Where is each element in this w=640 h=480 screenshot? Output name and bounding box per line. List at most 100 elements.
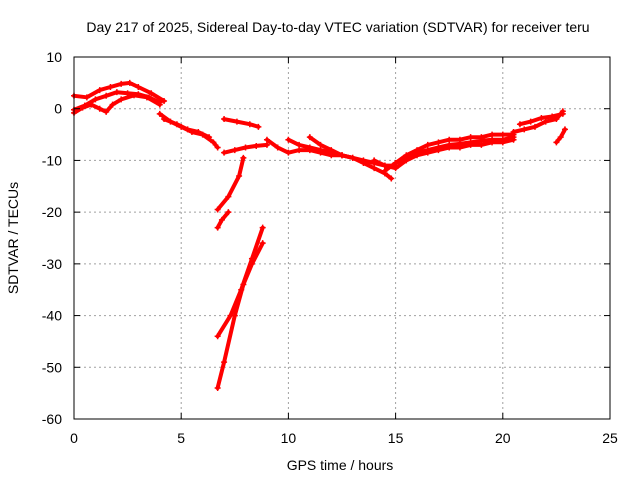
data-point — [542, 118, 549, 125]
data-point — [561, 126, 568, 133]
data-point — [195, 128, 202, 135]
data-point — [221, 116, 228, 123]
data-point — [557, 134, 564, 141]
x-tick-label: 25 — [602, 430, 618, 446]
data-point — [516, 121, 523, 128]
data-point — [328, 147, 335, 154]
data-point — [236, 172, 243, 179]
y-tick-label: -30 — [42, 256, 62, 272]
data-point — [113, 89, 120, 96]
data-point — [109, 101, 116, 108]
data-point — [478, 137, 485, 144]
series-track-1 — [71, 79, 168, 104]
data-point — [214, 384, 221, 391]
data-point — [259, 240, 266, 247]
x-tick-label: 5 — [177, 430, 185, 446]
series-track-7 — [221, 141, 270, 156]
data-point — [124, 90, 131, 97]
data-point — [118, 96, 125, 103]
data-point — [371, 165, 378, 172]
y-axis-label: SDTVAR / TECUs — [5, 182, 21, 294]
data-point — [225, 193, 232, 200]
series-track-15 — [516, 110, 566, 128]
data-point — [538, 115, 545, 122]
data-point — [553, 139, 560, 146]
series-track-16 — [553, 126, 568, 146]
series-line — [72, 93, 162, 115]
data-point — [392, 160, 399, 167]
data-point — [148, 90, 155, 97]
series-line — [215, 241, 265, 390]
data-point — [499, 131, 506, 138]
data-point — [221, 359, 228, 366]
y-tick-label: -10 — [42, 152, 62, 168]
data-series — [71, 79, 568, 391]
y-tick-label: 0 — [54, 101, 62, 117]
data-point — [274, 144, 281, 151]
data-point — [446, 136, 453, 143]
data-point — [107, 83, 114, 90]
data-point — [317, 141, 324, 148]
data-point — [467, 139, 474, 146]
data-point — [381, 162, 388, 169]
data-point — [161, 97, 168, 104]
data-point — [296, 147, 303, 154]
data-point — [161, 116, 168, 123]
series-track-20 — [214, 240, 266, 391]
data-point — [231, 312, 238, 319]
series-track-18 — [214, 209, 232, 231]
data-point — [218, 216, 225, 223]
data-point — [510, 128, 517, 135]
data-point — [403, 154, 410, 161]
data-point — [446, 141, 453, 148]
data-point — [549, 113, 556, 120]
axis-ticks: 0 5 10 15 20 25 -60 -50 -40 -30 -20 -10 0 10 — [42, 49, 618, 446]
data-point — [135, 83, 142, 90]
data-point — [349, 154, 356, 161]
data-point — [233, 118, 240, 125]
data-point — [118, 80, 125, 87]
data-point — [131, 92, 138, 99]
data-point — [103, 92, 110, 99]
data-point — [360, 160, 367, 167]
data-point — [214, 333, 221, 340]
data-point — [231, 147, 238, 154]
data-point — [221, 149, 228, 156]
data-point — [414, 149, 421, 156]
y-tick-label: -60 — [42, 411, 62, 427]
data-point — [206, 134, 213, 141]
data-point — [510, 134, 517, 141]
series-track-13 — [381, 134, 517, 174]
y-tick-label: -50 — [42, 359, 62, 375]
y-tick-label: -20 — [42, 204, 62, 220]
data-point — [306, 134, 313, 141]
series-track-17 — [214, 154, 247, 213]
data-point — [559, 110, 566, 117]
data-point — [392, 165, 399, 172]
grid — [74, 57, 610, 419]
x-tick-label: 15 — [388, 430, 404, 446]
data-point — [424, 147, 431, 154]
data-point — [285, 149, 292, 156]
data-point — [246, 121, 253, 128]
data-point — [424, 141, 431, 148]
data-point — [317, 147, 324, 154]
data-point — [456, 140, 463, 147]
data-point — [388, 175, 395, 182]
data-point — [296, 141, 303, 148]
data-point — [214, 206, 221, 213]
data-point — [184, 126, 191, 133]
data-point — [253, 142, 260, 149]
plot-frame — [73, 56, 611, 420]
data-point — [435, 144, 442, 151]
data-point — [240, 281, 247, 288]
data-point — [531, 123, 538, 130]
data-point — [214, 224, 221, 231]
data-point — [285, 136, 292, 143]
data-point — [263, 141, 270, 148]
x-tick-label: 0 — [70, 430, 78, 446]
y-tick-label: 10 — [46, 49, 62, 65]
data-point — [214, 144, 221, 151]
